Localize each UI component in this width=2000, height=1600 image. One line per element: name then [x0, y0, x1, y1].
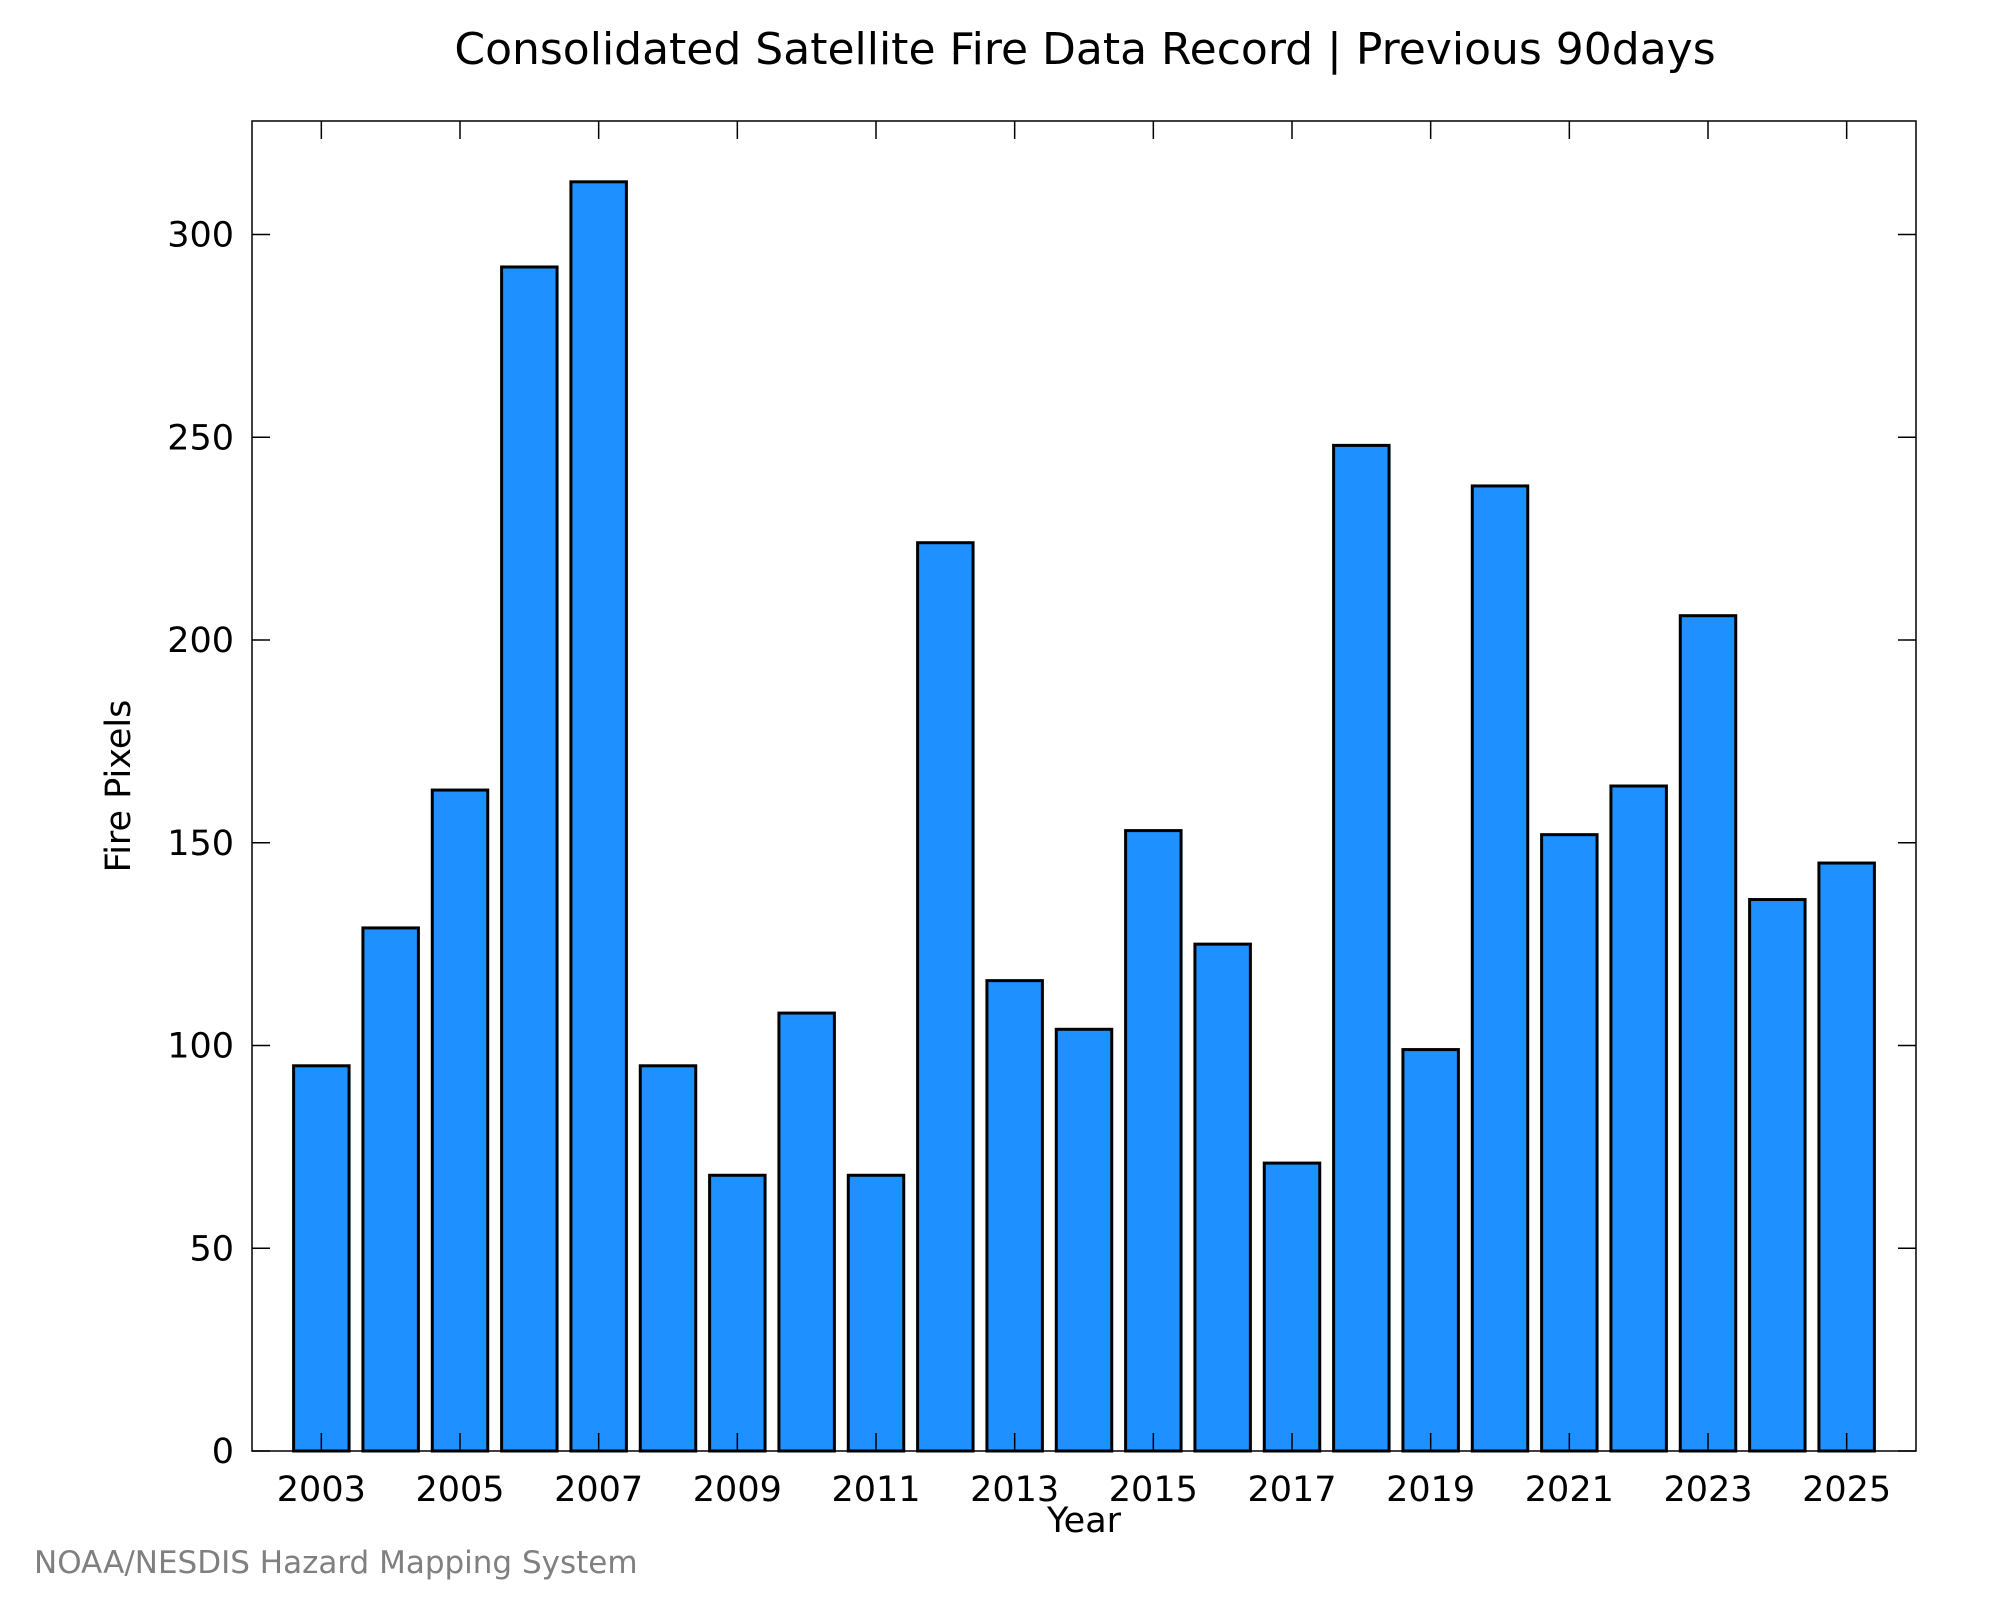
- bar-2003: [292, 1064, 351, 1453]
- bar-2005: [430, 788, 490, 1453]
- x-tick-label-2015: 2015: [1109, 1470, 1198, 1510]
- bar-2019: [1401, 1048, 1460, 1453]
- x-axis: 2003 2005 2007 2009 2011 2013 2015 2017 2019 2021…: [277, 121, 1891, 1510]
- bar-2023: [1678, 614, 1738, 1453]
- x-tick-label-2005: 2005: [415, 1470, 504, 1510]
- bar-2011: [846, 1173, 906, 1453]
- x-tick-label-2007: 2007: [554, 1470, 643, 1510]
- y-tick-label-100: 100: [167, 1027, 234, 1067]
- bar-2020: [1470, 484, 1530, 1453]
- x-tick-label-2019: 2019: [1386, 1470, 1475, 1510]
- x-tick-label-2017: 2017: [1247, 1470, 1336, 1510]
- bar-2007: [569, 180, 628, 1453]
- x-tick-label-2003: 2003: [277, 1470, 366, 1510]
- bar-2013: [985, 979, 1044, 1453]
- y-tick-label-250: 250: [167, 418, 234, 458]
- bar-2017: [1262, 1161, 1322, 1453]
- bar-2008: [638, 1064, 698, 1453]
- bar-2015: [1124, 829, 1183, 1453]
- chart-title: Consolidated Satellite Fire Data Record …: [454, 24, 1715, 75]
- bar-2006: [500, 265, 559, 1453]
- y-tick-label-300: 300: [167, 216, 234, 256]
- bar-2016: [1193, 942, 1252, 1453]
- y-tick-label-50: 50: [189, 1229, 234, 1269]
- x-tick-label-2021: 2021: [1525, 1470, 1614, 1510]
- bar-2021: [1540, 833, 1599, 1453]
- y-axis: 0 50 100 150 200 250 300: [167, 216, 1916, 1472]
- y-axis-label: Fire Pixels: [99, 700, 139, 873]
- bar-2012: [916, 541, 975, 1453]
- credit-text: NOAA/NESDIS Hazard Mapping System: [34, 1545, 638, 1581]
- bar-2022: [1609, 784, 1668, 1453]
- x-tick-label-2013: 2013: [970, 1470, 1059, 1510]
- bar-2014: [1054, 1027, 1114, 1453]
- x-tick-label-2009: 2009: [693, 1470, 782, 1510]
- bar-2018: [1332, 443, 1391, 1453]
- bar-2004: [361, 926, 420, 1453]
- y-tick-label-0: 0: [212, 1432, 234, 1472]
- bar-2010: [777, 1011, 836, 1453]
- y-tick-label-150: 150: [167, 824, 234, 864]
- bars-group: [292, 180, 1876, 1453]
- x-axis-label: Year: [1046, 1501, 1122, 1541]
- x-tick-label-2023: 2023: [1663, 1470, 1752, 1510]
- bar-2025: [1817, 861, 1876, 1453]
- x-tick-label-2025: 2025: [1802, 1470, 1891, 1510]
- y-tick-label-200: 200: [167, 621, 234, 661]
- x-tick-label-2011: 2011: [831, 1470, 920, 1510]
- bar-2009: [708, 1173, 767, 1453]
- bar-2024: [1748, 898, 1807, 1453]
